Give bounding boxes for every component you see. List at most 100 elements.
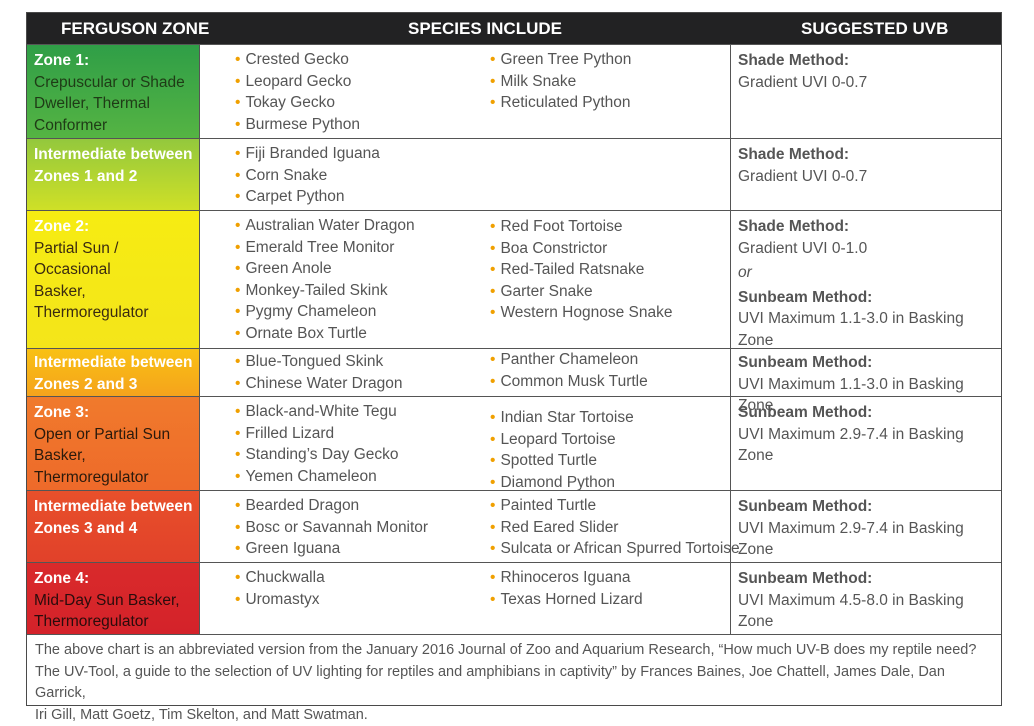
zone-subtitle: Dweller, Thermal Conformer (34, 93, 199, 136)
species-item: Leopard Gecko (235, 71, 360, 93)
table-row-intermediate-3-4: Intermediate between Zones 3 and 4 Beard… (27, 490, 1001, 562)
species-item: Emerald Tree Monitor (235, 237, 415, 259)
species-item: Rhinoceros Iguana (490, 567, 643, 589)
species-item: Sulcata or African Spurred Tortoise (490, 538, 740, 560)
header-ferguson-zone: FERGUSON ZONE (61, 19, 209, 39)
species-list-left: Crested Gecko Leopard Gecko Tokay Gecko … (235, 45, 360, 135)
zone-cell: Intermediate between Zones 2 and 3 (27, 349, 200, 396)
table-row-zone-4: Zone 4: Mid-Day Sun Basker, Thermoregula… (27, 562, 1001, 634)
species-item: Boa Constrictor (490, 238, 672, 260)
zone-subtitle: Partial Sun / Occasional (34, 238, 199, 281)
table-row-zone-3: Zone 3: Open or Partial Sun Basker, Ther… (27, 396, 1001, 490)
uvb-cell: Shade Method: Gradient UVI 0-0.7 (730, 139, 1001, 210)
header-species-include: SPECIES INCLUDE (408, 19, 562, 39)
species-item: Green Iguana (235, 538, 428, 560)
uvb-method: Sunbeam Method: (738, 352, 1001, 374)
uvb-cell: Sunbeam Method: UVI Maximum 2.9-7.4 in B… (730, 397, 1001, 490)
species-item: Garter Snake (490, 281, 672, 303)
table-row-zone-1: Zone 1: Crepuscular or Shade Dweller, Th… (27, 44, 1001, 138)
uvb-value: Gradient UVI 0-0.7 (738, 166, 1001, 188)
zone-cell: Intermediate between Zones 3 and 4 (27, 491, 200, 562)
species-item: Green Tree Python (490, 49, 631, 71)
species-item: Tokay Gecko (235, 92, 360, 114)
uvb-cell: Sunbeam Method: UVI Maximum 2.9-7.4 in B… (730, 491, 1001, 562)
zone-title: Intermediate between (34, 144, 199, 166)
uvb-cell: Sunbeam Method: UVI Maximum 1.1-3.0 in B… (730, 349, 1001, 396)
species-item: Chuckwalla (235, 567, 325, 589)
uvb-zone-chart: FERGUSON ZONE SPECIES INCLUDE SUGGESTED … (26, 12, 1002, 706)
zone-cell: Zone 2: Partial Sun / Occasional Basker,… (27, 211, 200, 348)
uvb-value: UVI Maximum 4.5-8.0 in Basking Zone (738, 590, 1001, 633)
table-row-intermediate-2-3: Intermediate between Zones 2 and 3 Blue-… (27, 348, 1001, 396)
species-list-left: Fiji Branded Iguana Corn Snake Carpet Py… (235, 139, 380, 208)
table-row-intermediate-1-2: Intermediate between Zones 1 and 2 Fiji … (27, 138, 1001, 210)
species-list-left: Australian Water Dragon Emerald Tree Mon… (235, 211, 415, 345)
table-header: FERGUSON ZONE SPECIES INCLUDE SUGGESTED … (27, 13, 1001, 44)
species-item: Leopard Tortoise (490, 429, 634, 451)
species-item: Chinese Water Dragon (235, 373, 403, 395)
footer-line: Iri Gill, Matt Goetz, Tim Skelton, and M… (35, 705, 993, 726)
uvb-value: UVI Maximum 1.1-3.0 in Basking Zone (738, 308, 1001, 351)
zone-title: Zone 2: (34, 216, 199, 238)
species-list-left: Bearded Dragon Bosc or Savannah Monitor … (235, 491, 428, 560)
uvb-value: Gradient UVI 0-0.7 (738, 72, 1001, 94)
zone-subtitle: Zones 1 and 2 (34, 166, 199, 188)
uvb-value: Gradient UVI 0-1.0 (738, 238, 1001, 260)
species-item: Frilled Lizard (235, 423, 399, 445)
uvb-method: Sunbeam Method: (738, 496, 1001, 518)
species-item: Red Eared Slider (490, 517, 740, 539)
uvb-cell: Shade Method: Gradient UVI 0-0.7 (730, 45, 1001, 138)
zone-title: Zone 1: (34, 50, 199, 72)
species-item: Reticulated Python (490, 92, 631, 114)
species-item: Green Anole (235, 258, 415, 280)
zone-subtitle: Zones 3 and 4 (34, 518, 199, 540)
uvb-value: UVI Maximum 2.9-7.4 in Basking Zone (738, 518, 1001, 561)
zone-title: Intermediate between (34, 352, 199, 374)
zone-cell: Zone 4: Mid-Day Sun Basker, Thermoregula… (27, 563, 200, 634)
species-item: Painted Turtle (490, 495, 740, 517)
zone-subtitle: Open or Partial Sun (34, 424, 199, 446)
species-item: Milk Snake (490, 71, 631, 93)
zone-subtitle: Basker, Thermoregulator (34, 281, 199, 324)
species-item: Pygmy Chameleon (235, 301, 415, 323)
species-item: Carpet Python (235, 186, 380, 208)
species-item: Bearded Dragon (235, 495, 428, 517)
species-item: Texas Horned Lizard (490, 589, 643, 611)
uvb-method: Sunbeam Method: (738, 402, 1001, 424)
header-suggested-uvb: SUGGESTED UVB (801, 19, 948, 39)
uvb-method: Shade Method: (738, 216, 1001, 238)
species-item: Fiji Branded Iguana (235, 143, 380, 165)
footer-line: The above chart is an abbreviated versio… (35, 640, 993, 662)
zone-subtitle: Crepuscular or Shade (34, 72, 199, 94)
species-list-right: Red Foot Tortoise Boa Constrictor Red-Ta… (490, 211, 672, 324)
species-item: Crested Gecko (235, 49, 360, 71)
species-item: Uromastyx (235, 589, 325, 611)
footer-line: The UV-Tool, a guide to the selection of… (35, 662, 993, 705)
species-item: Western Hognose Snake (490, 302, 672, 324)
species-list-right: Indian Star Tortoise Leopard Tortoise Sp… (490, 397, 634, 493)
species-list-right: Green Tree Python Milk Snake Reticulated… (490, 45, 631, 114)
species-item: Standing’s Day Gecko (235, 444, 399, 466)
zone-title: Zone 4: (34, 568, 199, 590)
uvb-method: Shade Method: (738, 50, 1001, 72)
species-list-left: Blue-Tongued Skink Chinese Water Dragon (235, 349, 403, 394)
uvb-or: or (738, 262, 1001, 284)
species-item: Red Foot Tortoise (490, 216, 672, 238)
uvb-cell: Sunbeam Method: UVI Maximum 4.5-8.0 in B… (730, 563, 1001, 634)
zone-subtitle: Thermoregulator (34, 611, 199, 633)
species-item: Corn Snake (235, 165, 380, 187)
species-item: Common Musk Turtle (490, 371, 648, 393)
uvb-value: UVI Maximum 2.9-7.4 in Basking Zone (738, 424, 1001, 467)
species-item: Red-Tailed Ratsnake (490, 259, 672, 281)
zone-subtitle: Mid-Day Sun Basker, (34, 590, 199, 612)
uvb-method: Sunbeam Method: (738, 287, 1001, 309)
species-item: Yemen Chameleon (235, 466, 399, 488)
uvb-method: Sunbeam Method: (738, 568, 1001, 590)
zone-cell: Intermediate between Zones 1 and 2 (27, 139, 200, 210)
species-list-right: Rhinoceros Iguana Texas Horned Lizard (490, 563, 643, 610)
table-row-zone-2: Zone 2: Partial Sun / Occasional Basker,… (27, 210, 1001, 348)
species-list-left: Chuckwalla Uromastyx (235, 563, 325, 610)
citation-footer: The above chart is an abbreviated versio… (27, 634, 1001, 705)
species-list-right: Painted Turtle Red Eared Slider Sulcata … (490, 491, 740, 560)
species-item: Blue-Tongued Skink (235, 351, 403, 373)
